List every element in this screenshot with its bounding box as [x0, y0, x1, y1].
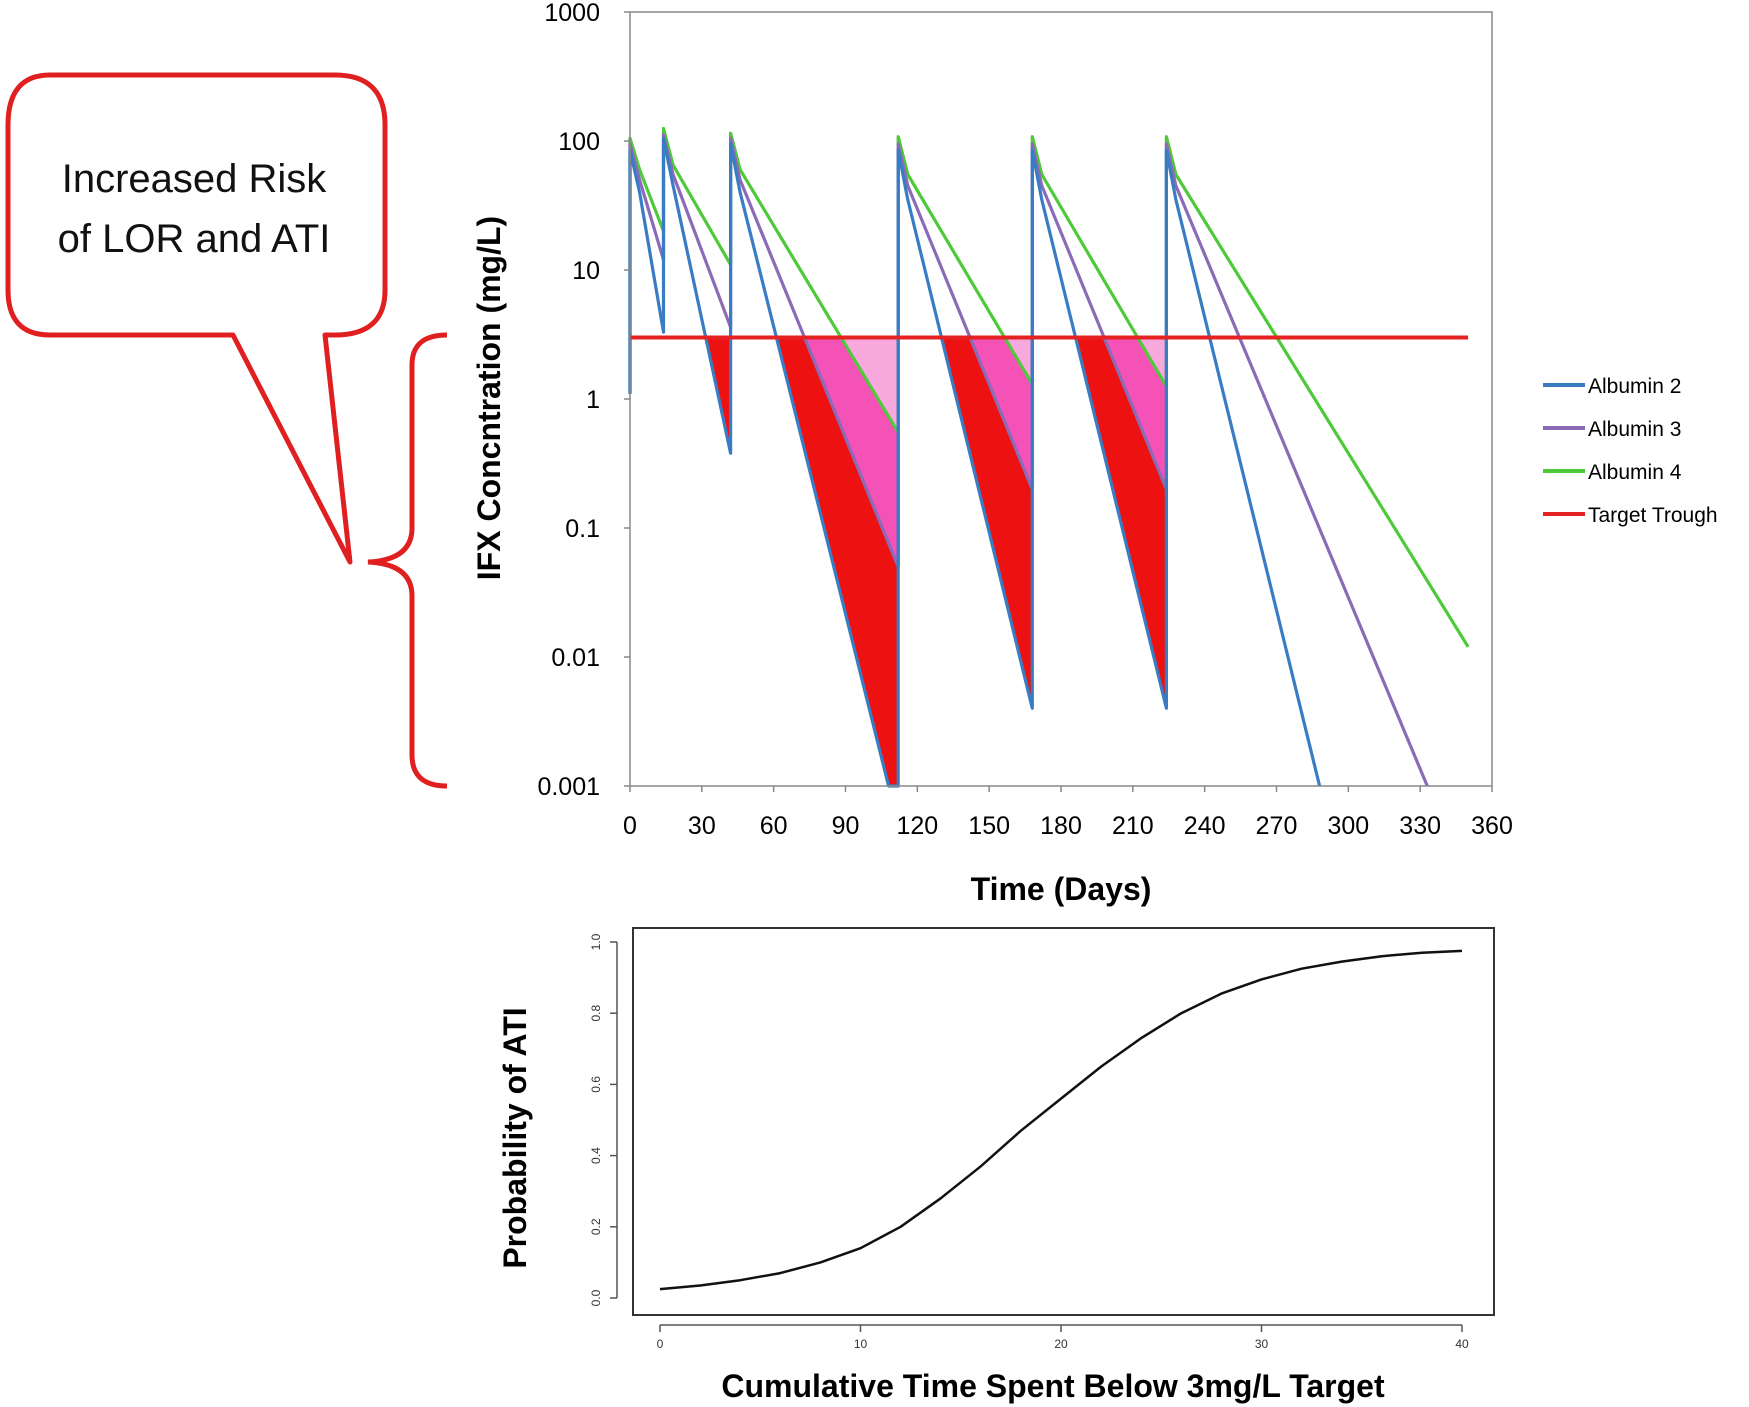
region-below-target-albumin-2 [776, 337, 899, 786]
probability-chart: 0 10 20 30 40 0.0 0.2 0.4 0.6 0.8 1.0 Cumulative … [497, 927, 1495, 1404]
x-tick-label: 120 [896, 812, 938, 840]
x-tick-label: 90 [832, 812, 860, 840]
concentration-series [628, 126, 1470, 788]
y-tick-label: 1000 [544, 0, 600, 27]
concentration-legend: Albumin 2 Albumin 3 Albumin 4 Target Trough [1543, 375, 1718, 527]
x-tick-label: 60 [760, 812, 788, 840]
probability-curve [659, 949, 1463, 1291]
y-tick-label: 0.1 [565, 515, 600, 543]
y-tick-label: 0.01 [551, 644, 600, 672]
y-tick-label: 1 [586, 386, 600, 414]
legend-label: Target Trough [1588, 504, 1718, 527]
legend-label: Albumin 2 [1588, 375, 1681, 398]
x-tick-label: 40 [1455, 1337, 1469, 1351]
y-tick-label: 0.6 [589, 1076, 603, 1093]
concentration-plot-frame [629, 11, 1493, 787]
probability-y-axis-title: Probability of ATI [497, 1007, 533, 1268]
y-tick-label: 0.8 [589, 1005, 603, 1022]
y-tick-label: 10 [572, 257, 600, 285]
concentration-x-ticks: 0 30 60 90 120 150 180 210 240 270 300 330 360 [623, 786, 1513, 840]
x-tick-label: 150 [968, 812, 1010, 840]
probability-series [659, 949, 1463, 1291]
y-tick-label: 1.0 [589, 933, 603, 950]
concentration-chart: 0 30 60 90 120 150 180 210 240 270 300 330 360 0.001… [471, 0, 1718, 907]
x-tick-label: 180 [1040, 812, 1082, 840]
x-tick-label: 30 [1255, 1337, 1269, 1351]
callout-bubble [5, 72, 388, 565]
x-tick-label: 20 [1054, 1337, 1068, 1351]
y-tick-label: 0.0 [589, 1289, 603, 1306]
x-tick-label: 210 [1112, 812, 1154, 840]
y-tick-label: 0.2 [589, 1218, 603, 1235]
y-tick-label: 0.4 [589, 1147, 603, 1164]
x-tick-label: 240 [1184, 812, 1226, 840]
below-target-regions [705, 337, 1167, 786]
probability-y-ticks: 0.0 0.2 0.4 0.6 0.8 1.0 [589, 933, 618, 1306]
x-tick-label: 300 [1327, 812, 1369, 840]
callout-line-1: Increased Risk [62, 157, 328, 201]
x-tick-label: 270 [1256, 812, 1298, 840]
y-tick-label: 100 [558, 128, 600, 156]
probability-plot-frame [632, 927, 1495, 1316]
concentration-y-axis-title: IFX Concntration (mg/L) [471, 216, 507, 580]
callout-bracket [367, 332, 448, 789]
x-tick-label: 10 [854, 1337, 868, 1351]
x-tick-label: 0 [623, 812, 637, 840]
callout-line-2: of LOR and ATI [58, 217, 331, 261]
x-tick-label: 30 [688, 812, 716, 840]
y-tick-label: 0.001 [537, 773, 600, 801]
x-tick-label: 360 [1471, 812, 1513, 840]
probability-x-axis-title: Cumulative Time Spent Below 3mg/L Target [721, 1368, 1385, 1404]
x-tick-label: 0 [657, 1337, 664, 1351]
concentration-x-axis-title: Time (Days) [971, 871, 1152, 907]
probability-x-ticks: 0 10 20 30 40 [657, 1324, 1469, 1351]
legend-label: Albumin 4 [1588, 461, 1682, 484]
legend-label: Albumin 3 [1588, 418, 1681, 441]
x-tick-label: 330 [1399, 812, 1441, 840]
concentration-y-ticks: 0.001 0.01 0.1 1 10 100 1000 [537, 0, 630, 801]
callout: Increased Risk of LOR and ATI [5, 72, 448, 789]
